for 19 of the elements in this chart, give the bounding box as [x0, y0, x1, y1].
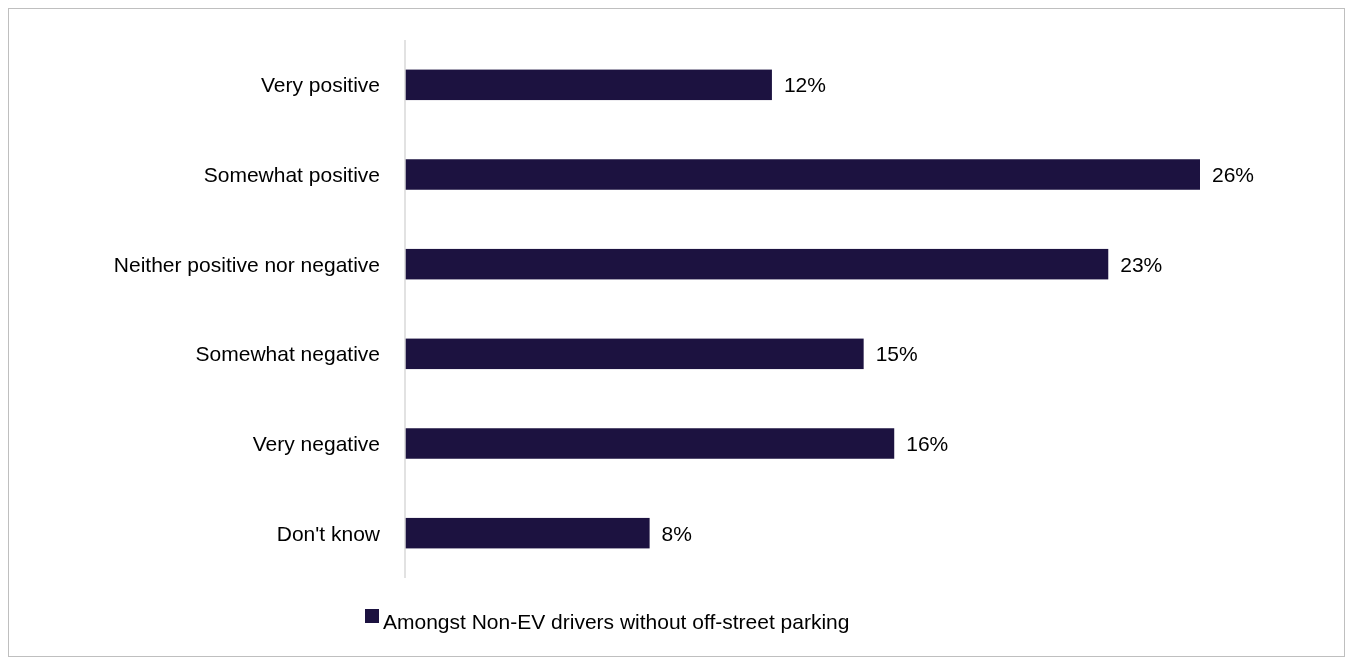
- data-label: 26%: [1212, 162, 1255, 186]
- bar: [405, 338, 864, 370]
- data-label: 16%: [906, 431, 949, 455]
- bar: [405, 159, 1200, 190]
- bar: [405, 428, 895, 459]
- data-label: 8%: [661, 521, 692, 545]
- legend-label: Amongst Non-EV drivers without off-street parking: [383, 610, 850, 634]
- y-tick-label: Somewhat negative: [195, 342, 380, 366]
- bar: [405, 517, 650, 549]
- y-tick-label: Very negative: [252, 431, 380, 455]
- y-tick-label: Somewhat positive: [203, 162, 380, 186]
- y-tick-label: Neither positive nor negative: [113, 252, 380, 276]
- data-label: 15%: [875, 342, 918, 366]
- data-label: 12%: [783, 73, 826, 97]
- bar: [405, 69, 772, 101]
- data-label: 23%: [1120, 252, 1163, 276]
- y-tick-label: Very positive: [260, 73, 380, 97]
- y-tick-label: Don't know: [276, 521, 381, 545]
- bar: [405, 248, 1109, 280]
